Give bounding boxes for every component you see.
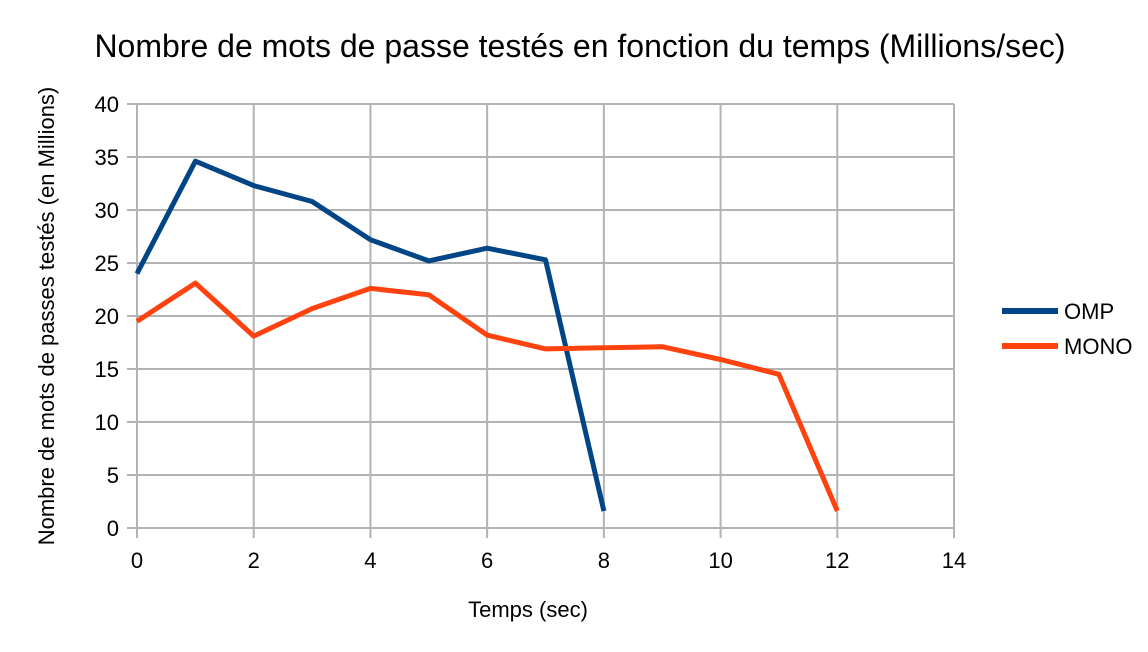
- x-axis-title: Temps (sec): [468, 597, 588, 622]
- y-tick-label: 20: [95, 304, 119, 329]
- y-axis-title: Nombre de mots de passes testés (en Mill…: [34, 87, 59, 546]
- y-tick-label: 15: [95, 357, 119, 382]
- x-tick-label: 12: [825, 548, 849, 573]
- y-tick-label: 30: [95, 198, 119, 223]
- y-tick-label: 40: [95, 92, 119, 117]
- x-tick-label: 8: [598, 548, 610, 573]
- legend-label-mono: MONO: [1064, 334, 1132, 359]
- chart-title: Nombre de mots de passe testés en foncti…: [94, 28, 1065, 64]
- grid: [127, 103, 955, 538]
- y-tick-label: 5: [107, 463, 119, 488]
- x-tick-label: 4: [364, 548, 376, 573]
- x-tick-label: 14: [942, 548, 966, 573]
- tick-labels: 0 5 10 15 20 25 30 35 40 0 2 4 6 8 10 12 14: [95, 92, 967, 573]
- x-tick-label: 6: [481, 548, 493, 573]
- series-line-mono: [135, 280, 840, 512]
- x-tick-label: 0: [131, 548, 143, 573]
- y-tick-label: 35: [95, 145, 119, 170]
- x-tick-label: 2: [248, 548, 260, 573]
- legend-label-omp: OMP: [1064, 299, 1114, 324]
- series-lines: [134, 158, 840, 512]
- y-tick-label: 0: [107, 516, 119, 541]
- y-tick-label: 10: [95, 410, 119, 435]
- legend: OMP MONO: [1002, 299, 1132, 359]
- x-tick-label: 10: [708, 548, 732, 573]
- series-line-omp: [134, 158, 607, 512]
- y-tick-label: 25: [95, 251, 119, 276]
